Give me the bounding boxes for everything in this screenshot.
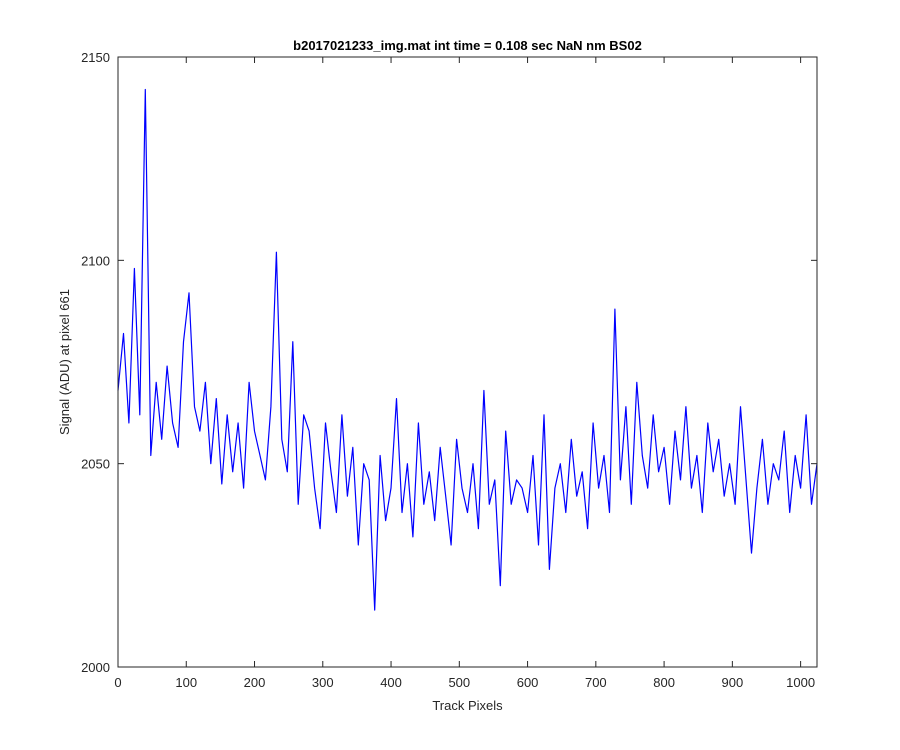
- y-tick-label: 2050: [81, 457, 110, 472]
- x-tick-label: 300: [312, 675, 334, 690]
- x-tick-label: 600: [517, 675, 539, 690]
- x-tick-label: 0: [114, 675, 121, 690]
- y-axis-label: Signal (ADU) at pixel 661: [57, 289, 72, 435]
- series-layer: [117, 88, 818, 611]
- plot-area: [118, 57, 817, 667]
- series-line-1: [117, 88, 818, 611]
- x-tick-label: 400: [380, 675, 402, 690]
- tick-layer: 0 100 200 300 400 500 600 700 800 900 1000 2000 2050…: [81, 50, 817, 690]
- x-tick-label: 200: [244, 675, 266, 690]
- x-axis-label: Track Pixels: [432, 698, 503, 713]
- x-tick-label: 1000: [786, 675, 815, 690]
- x-tick-label: 700: [585, 675, 607, 690]
- y-tick-label: 2100: [81, 253, 110, 268]
- x-tick-label: 500: [448, 675, 470, 690]
- y-tick-label: 2150: [81, 50, 110, 65]
- x-tick-label: 800: [653, 675, 675, 690]
- x-tick-label: 100: [175, 675, 197, 690]
- axes-box: [117, 56, 818, 668]
- chart-title: b2017021233_img.mat int time = 0.108 sec…: [293, 38, 642, 53]
- y-tick-label: 2000: [81, 660, 110, 675]
- x-tick-label: 900: [722, 675, 744, 690]
